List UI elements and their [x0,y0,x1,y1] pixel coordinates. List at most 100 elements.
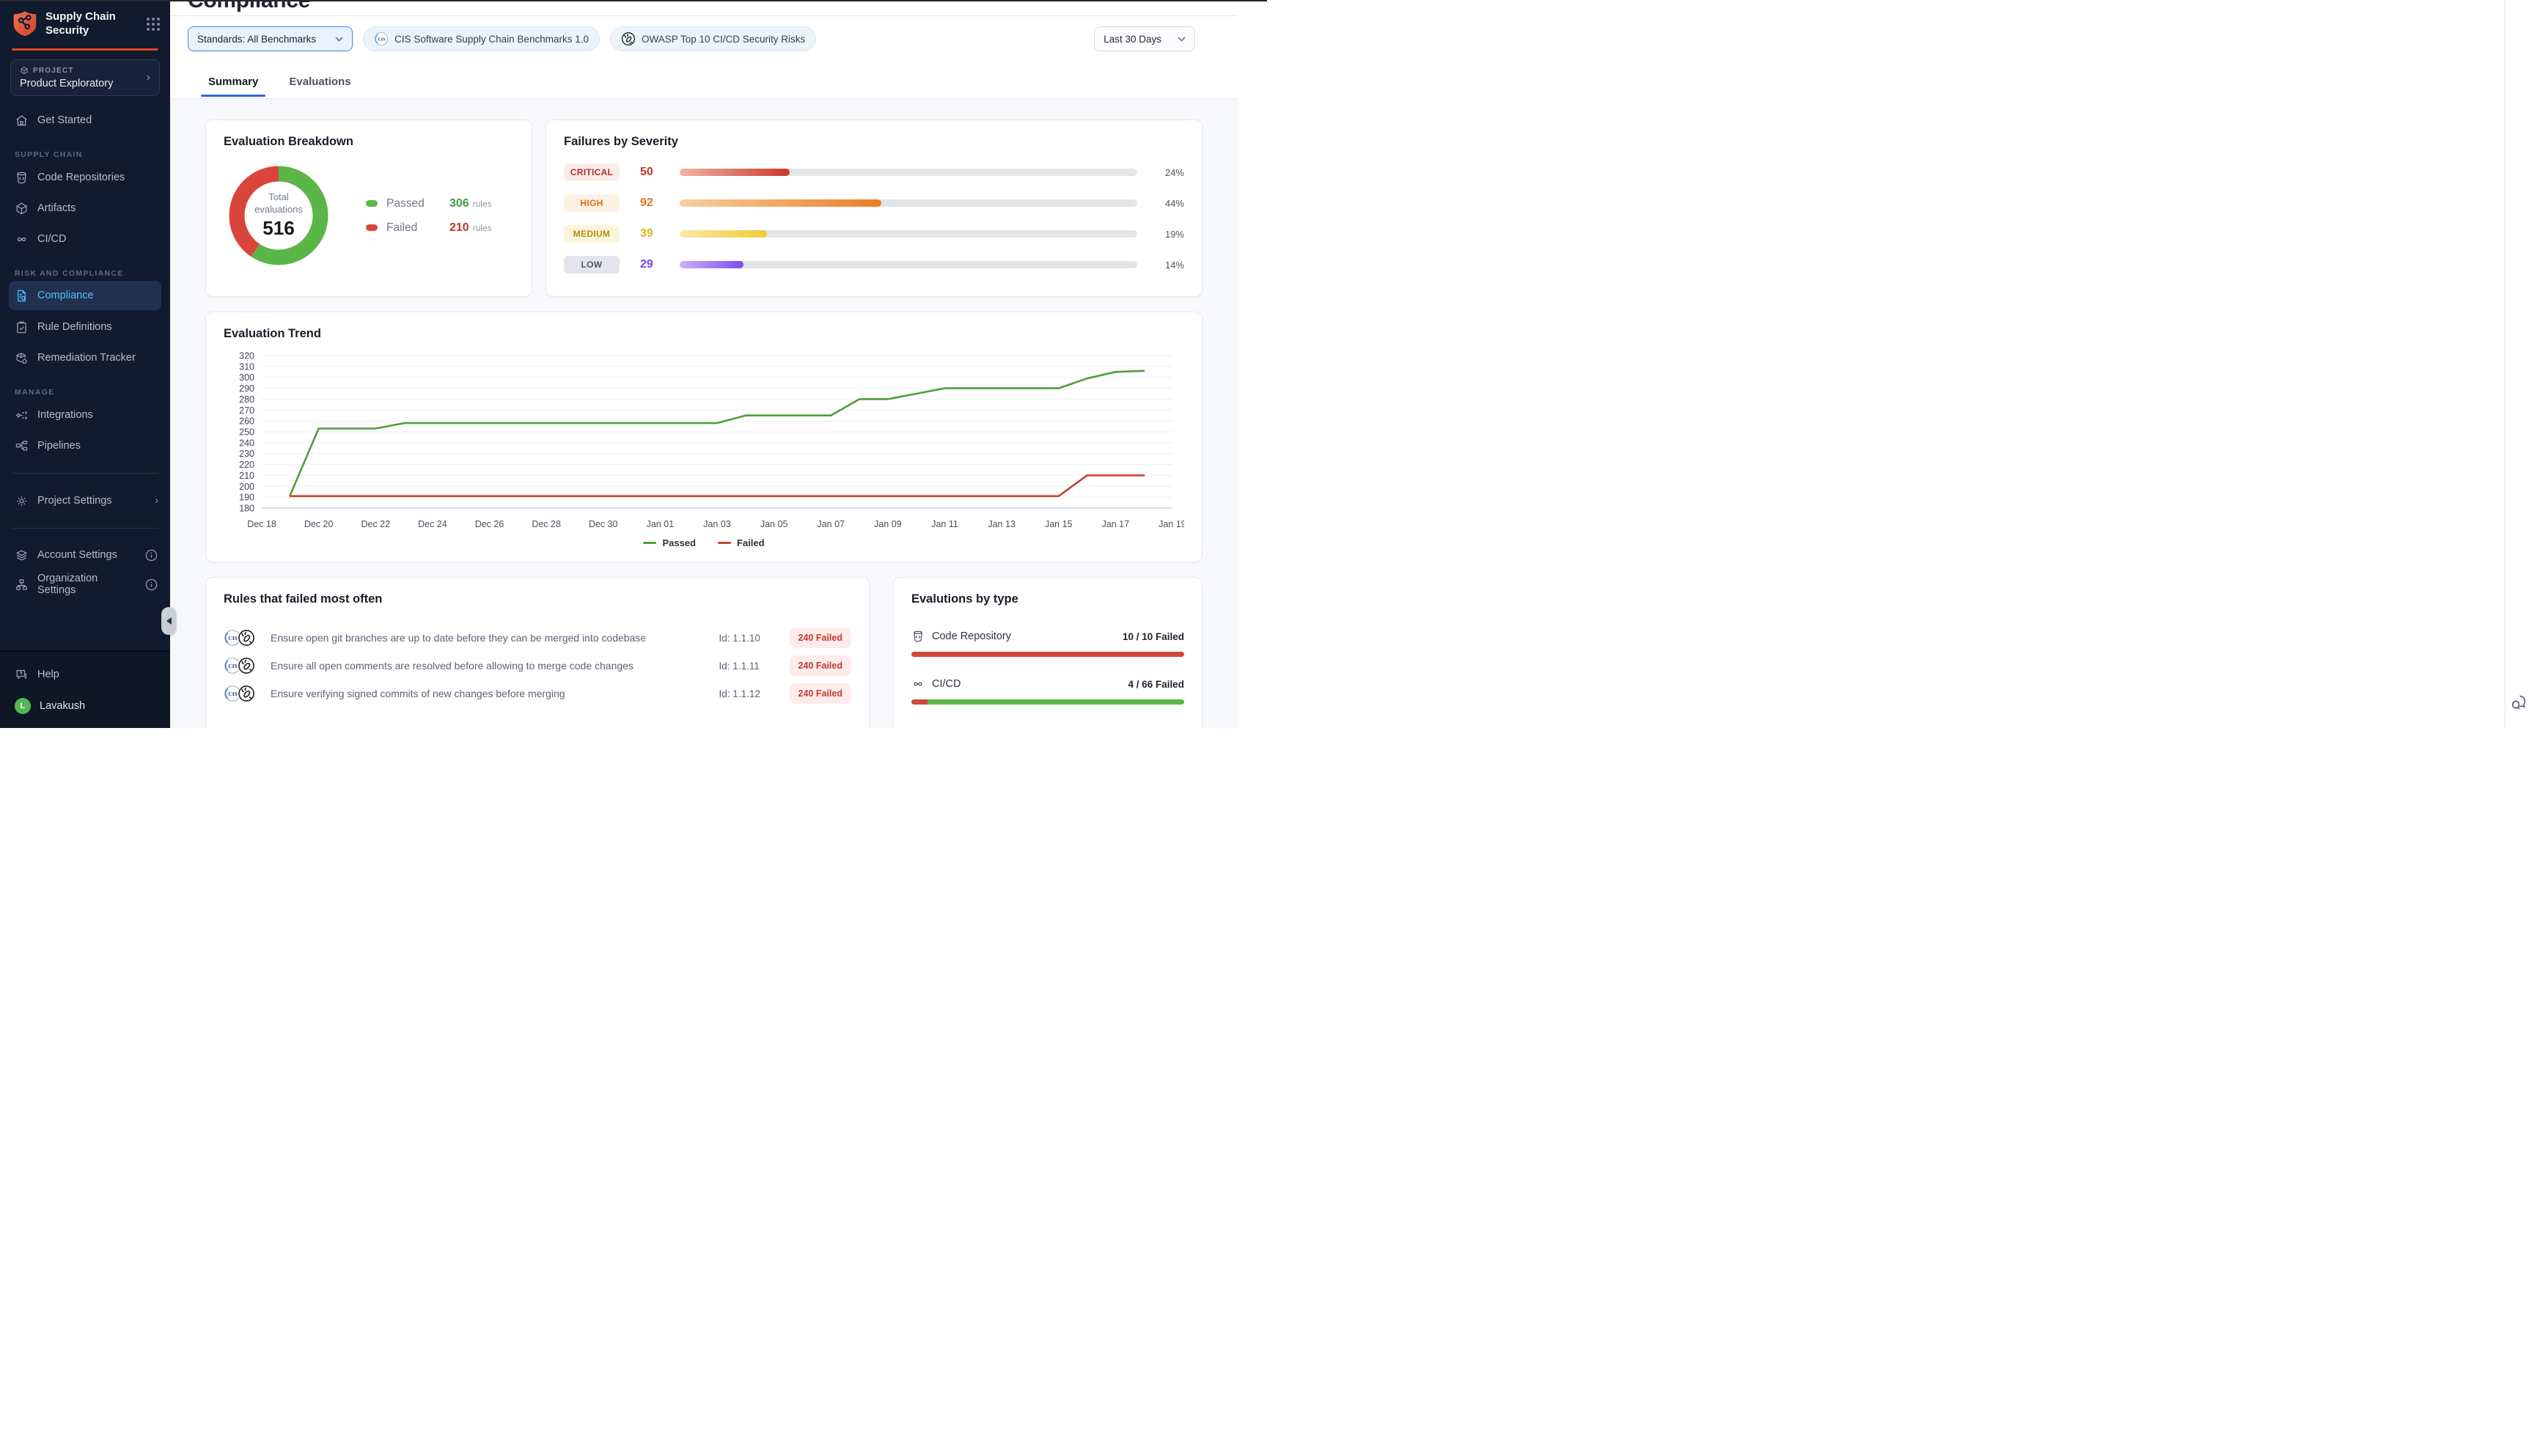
severity-badge: CRITICAL [564,163,620,181]
standards-filter-value: Standards: All Benchmarks [197,33,317,45]
sidebar-item-help[interactable]: Help [0,659,170,690]
tab-evaluations[interactable]: Evaluations [289,76,351,88]
type-label: CI/CD [932,678,961,690]
type-label: Code Repository [932,630,1011,642]
project-switcher[interactable]: PROJECT Product Exploratory › [10,59,160,96]
sidebar-collapse-handle[interactable] [161,607,176,635]
chat-bubbles-icon[interactable] [2509,693,2528,712]
info-icon[interactable] [144,578,158,592]
tab-bar: Summary Evaluations [170,62,1238,97]
severity-bar-fill [680,199,881,207]
rule-text: Ensure open git branches are up to date … [271,632,647,644]
infinity-icon [911,677,925,691]
svg-text:180: 180 [239,504,254,514]
standards-filter-dropdown[interactable]: Standards: All Benchmarks [188,26,353,51]
severity-row-critical: CRITICAL 50 24% [564,163,1184,181]
failed-dot [366,224,378,231]
sidebar-item-pipelines[interactable]: Pipelines [0,430,170,461]
severity-count: 92 [640,196,653,209]
summary-content: Evaluation Breakdown Total evaluations 5… [170,98,1238,728]
severity-badge: HIGH [564,194,620,212]
svg-text:CIS: CIS [228,635,237,641]
clipboard-check-icon [15,320,29,334]
layers-gear-icon [15,548,29,562]
type-row-cicd: CI/CD 4 / 66 Failed [894,677,1202,705]
svg-text:290: 290 [239,383,254,394]
chevron-right-icon: › [155,495,158,507]
svg-text:Jan 17: Jan 17 [1102,519,1130,529]
type-status: 10 / 10 Failed [1122,630,1184,642]
svg-text:Jan 07: Jan 07 [817,519,845,529]
chart-legend: Passed Failed [206,537,1202,548]
tab-summary[interactable]: Summary [200,67,266,97]
sidebar-item-organization-settings[interactable]: Organization Settings [0,570,170,599]
failed-count-badge: 240 Failed [789,655,851,676]
info-icon[interactable] [144,548,158,562]
severity-percent: 24% [1164,166,1184,178]
shield-logo-icon [12,10,38,38]
gear-icon [15,494,29,508]
sidebar-item-compliance[interactable]: Compliance [9,281,161,310]
sidebar-item-get-started[interactable]: Get Started [0,105,170,136]
severity-bar-track [680,199,1137,207]
rule-row[interactable]: CIS Ensure open git branches are up to d… [224,624,851,652]
failed-count-badge: 240 Failed [789,683,851,704]
sidebar-item-account-settings[interactable]: Account Settings [0,540,170,570]
compliance-document-icon [15,289,29,303]
chevron-down-icon [335,36,343,42]
divider [12,528,158,529]
evaluation-breakdown-donut: Total evaluations 516 [224,161,334,271]
infinity-icon [15,232,29,246]
sidebar-item-rule-definitions[interactable]: Rule Definitions [0,312,170,342]
donut-center-label: Total evaluations [254,191,303,215]
sidebar-item-label: Pipelines [37,440,81,452]
cis-logo-icon: CIS [374,32,389,46]
chevron-down-icon [1178,36,1186,42]
card-title: Evaluation Trend [224,327,321,340]
help-chat-icon [15,668,29,682]
rule-row[interactable]: CIS Ensure verifying signed commits of n… [224,680,851,707]
sidebar-item-label: Account Settings [37,549,117,561]
severity-badge: LOW [564,256,620,273]
trend-line-passed [289,369,1145,496]
brand: Supply Chain Security [0,0,170,45]
user-name: Lavakush [40,700,86,712]
legend-failed: Failed [717,537,765,548]
apps-grid-icon[interactable] [147,18,160,31]
sidebar-item-integrations[interactable]: Integrations [0,400,170,430]
severity-bar-fill [680,169,790,176]
svg-text:260: 260 [239,416,254,427]
avatar: L [15,698,31,714]
sidebar-item-artifacts[interactable]: Artifacts [0,193,170,224]
rule-row[interactable]: CIS Ensure all open comments are resolve… [224,652,851,680]
rule-standard-icons: CIS [224,629,271,647]
sidebar-item-remediation-tracker[interactable]: Remediation Tracker [0,342,170,373]
type-bar [911,652,1184,657]
svg-text:Jan 09: Jan 09 [874,519,902,529]
sidebar-item-project-settings[interactable]: Project Settings › [0,485,170,516]
failed-count-badge: 240 Failed [789,628,851,648]
filter-bar: Standards: All Benchmarks CIS CIS Softwa… [170,16,1238,62]
severity-count: 50 [640,166,653,178]
section-label-manage: MANAGE [15,388,55,397]
sidebar-item-code-repositories[interactable]: Code Repositories [0,162,170,193]
sidebar-item-cicd[interactable]: CI/CD [0,224,170,254]
date-range-dropdown[interactable]: Last 30 Days [1094,26,1195,51]
trend-line-failed [289,474,1145,497]
passed-dot [366,200,378,207]
svg-text:310: 310 [239,361,254,372]
svg-text:Jan 11: Jan 11 [931,519,958,529]
svg-text:Jan 03: Jan 03 [703,519,731,529]
sidebar-item-user[interactable]: L Lavakush [0,690,170,722]
chip-cis-benchmark[interactable]: CIS CIS Software Supply Chain Benchmarks… [363,26,600,51]
donut-legend: Passed 306 rules Failed 210 rules [366,186,514,246]
severity-row-high: HIGH 92 44% [564,194,1184,212]
rule-text: Ensure verifying signed commits of new c… [271,688,565,699]
svg-text:Jan 01: Jan 01 [647,519,675,529]
donut-total-value: 516 [262,217,295,240]
brand-name: Supply Chain Security [45,10,116,37]
type-status: 4 / 66 Failed [1128,678,1184,690]
chip-owasp-top10[interactable]: OWASP Top 10 CI/CD Security Risks [609,26,817,51]
svg-text:220: 220 [239,460,254,470]
section-label-supply-chain: SUPPLY CHAIN [15,150,83,159]
